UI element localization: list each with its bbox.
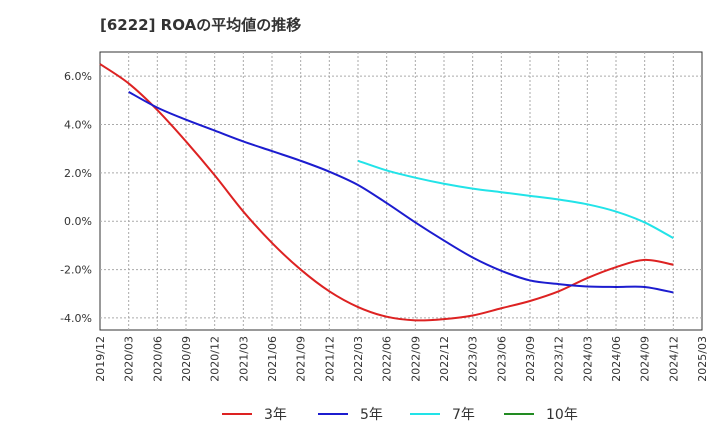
y-tick-label: 0.0%: [64, 215, 92, 228]
x-tick-label: 2025/03: [696, 336, 709, 382]
x-tick-label: 2024/09: [639, 336, 652, 382]
series-line-2: [128, 91, 674, 294]
x-tick-label: 2023/03: [467, 336, 480, 382]
x-tick-label: 2021/03: [237, 336, 250, 382]
x-tick-label: 2020/09: [180, 336, 193, 382]
grid-lines: [100, 52, 702, 330]
y-tick-label: 2.0%: [64, 167, 92, 180]
y-axis-ticks: 6.0% 4.0% 2.0% 0.0% -2.0% -4.0%: [60, 70, 92, 325]
x-tick-label: 2022/06: [381, 336, 394, 382]
x-tick-label: 2022/09: [409, 336, 422, 382]
y-tick-label: 4.0%: [64, 119, 92, 132]
x-tick-label: 2022/12: [438, 336, 451, 382]
x-tick-label: 2024/12: [667, 336, 680, 382]
legend-label: 5年: [360, 407, 383, 423]
legend-label: 3年: [264, 407, 287, 423]
x-tick-label: 2019/12: [94, 336, 107, 382]
plot-border: [99, 51, 703, 331]
x-tick-label: 2024/06: [610, 336, 623, 382]
series-lines: [99, 63, 674, 322]
x-tick-label: 2023/09: [524, 336, 537, 382]
plot-area: [99, 51, 703, 331]
legend-label: 7年: [452, 407, 475, 423]
x-tick-label: 2024/03: [581, 336, 594, 382]
y-tick-label: -4.0%: [60, 312, 92, 325]
x-tick-label: 2021/06: [266, 336, 279, 382]
x-tick-label: 2022/03: [352, 336, 365, 382]
y-tick-label: -2.0%: [60, 264, 92, 277]
x-tick-label: 2021/12: [323, 336, 336, 382]
x-tick-label: 2020/12: [209, 336, 222, 382]
x-axis-ticks: 2019/12 2020/03 2020/06 2020/09 2020/12 2021/…: [94, 336, 709, 382]
x-tick-label: 2020/06: [151, 336, 164, 382]
x-tick-label: 2020/03: [123, 336, 136, 382]
chart-title: [6222] ROAの平均値の推移: [100, 16, 302, 34]
y-tick-label: 6.0%: [64, 70, 92, 83]
legend-label: 10年: [546, 407, 578, 423]
x-tick-label: 2021/09: [295, 336, 308, 382]
legend: 3年 5年 7年 10年: [222, 407, 578, 423]
series-line-3: [357, 159, 674, 240]
x-tick-label: 2023/12: [553, 336, 566, 382]
series-line-1: [99, 63, 674, 322]
x-tick-label: 2023/06: [495, 336, 508, 382]
